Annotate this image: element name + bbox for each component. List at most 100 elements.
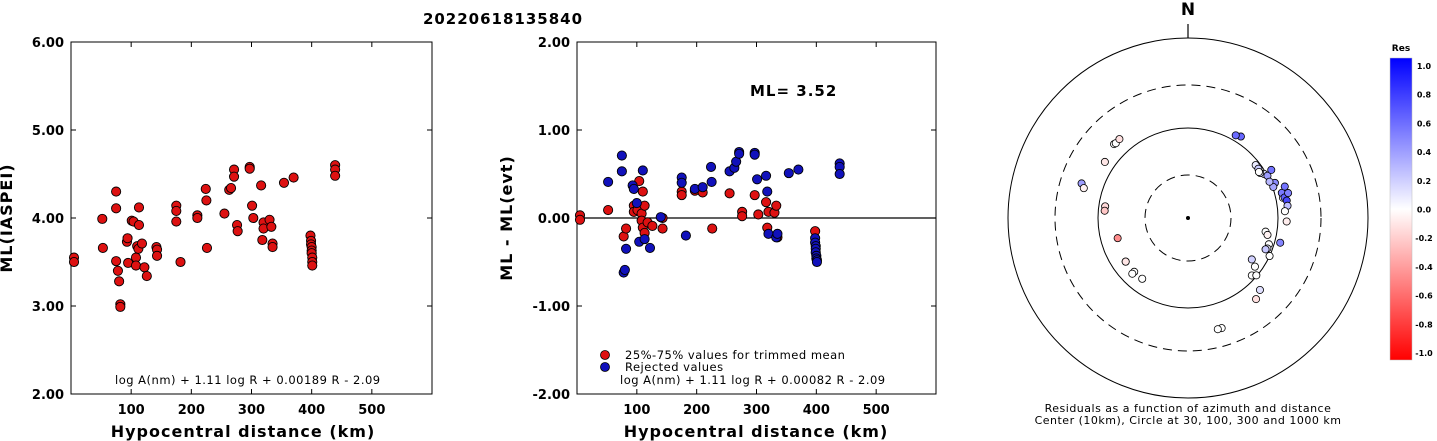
data-point bbox=[200, 183, 211, 195]
residual-point bbox=[1254, 167, 1263, 176]
caption-line-2: Center (10km), Circle at 30, 100, 300 an… bbox=[1035, 414, 1342, 427]
data-point bbox=[288, 172, 299, 183]
colorbar-tick-label: 1.0 bbox=[1417, 62, 1432, 71]
residual-point bbox=[1252, 271, 1261, 280]
data-point bbox=[225, 183, 237, 194]
x-tick-label: 400 bbox=[298, 403, 325, 418]
x-axis-label: Hypocentral distance (km) bbox=[111, 422, 376, 441]
y-tick-label: -2.00 bbox=[533, 388, 570, 403]
colorbar-tick-label: -0.2 bbox=[1415, 234, 1433, 243]
y-tick-label: -1.00 bbox=[533, 300, 570, 315]
formula-annotation: log A(nm) + 1.11 log R + 0.00082 R - 2.0… bbox=[620, 373, 886, 387]
data-point bbox=[175, 256, 186, 268]
x-tick-label: 500 bbox=[358, 403, 385, 418]
residual-point bbox=[1213, 325, 1222, 334]
residual-vs-distance-panel: -2.00 -1.00 0.00 1.00 2.00 100 200 300 400 500 ML… bbox=[497, 36, 937, 441]
y-axis-label: ML - ML(evt) bbox=[497, 155, 516, 281]
colorbar-title: Res bbox=[1392, 44, 1410, 54]
data-point bbox=[647, 220, 658, 231]
data-point bbox=[266, 221, 277, 232]
data-point bbox=[737, 211, 748, 222]
data-point bbox=[753, 209, 764, 220]
data-point bbox=[793, 164, 804, 175]
residual-point bbox=[1263, 230, 1272, 239]
residual-point bbox=[1113, 234, 1122, 243]
residual-point bbox=[1231, 131, 1240, 140]
data-point bbox=[761, 170, 772, 181]
y-tick-label: 1.00 bbox=[538, 124, 570, 139]
colorbar-tick-label: 0.4 bbox=[1417, 148, 1432, 157]
data-point bbox=[637, 165, 648, 176]
data-point bbox=[232, 226, 243, 237]
north-label: N bbox=[1181, 0, 1195, 20]
data-point bbox=[247, 200, 258, 211]
x-tick-label: 200 bbox=[683, 403, 710, 418]
data-point bbox=[705, 161, 717, 173]
residual-point bbox=[1128, 269, 1137, 278]
data-point bbox=[136, 238, 148, 249]
data-point bbox=[734, 148, 745, 159]
data-point bbox=[133, 202, 145, 213]
y-axis-label: ML(IASPEI) bbox=[0, 163, 16, 272]
residual-point bbox=[1250, 262, 1259, 271]
residual-point bbox=[1267, 165, 1276, 174]
epicenter-dot bbox=[1186, 216, 1190, 220]
data-point bbox=[111, 203, 122, 214]
data-point bbox=[139, 262, 150, 273]
residual-point bbox=[1138, 274, 1147, 283]
axis-ticks: -2.00 -1.00 0.00 1.00 2.00 100 200 300 400 500 bbox=[533, 36, 936, 418]
data-point bbox=[68, 256, 80, 268]
residual-colorbar: Res 1.0 0.8 0.6 0.4 0.2 0.0 -0.2 -0.4 -0.6 -0.8 -1… bbox=[1389, 44, 1433, 361]
residual-point bbox=[1255, 285, 1264, 294]
data-point bbox=[256, 180, 267, 191]
data-point bbox=[574, 214, 586, 225]
legend-label-trimmed: 25%-75% values for trimmed mean bbox=[625, 348, 845, 362]
data-points bbox=[68, 160, 341, 312]
data-point bbox=[115, 301, 126, 312]
data-point bbox=[680, 230, 691, 241]
data-point bbox=[834, 168, 845, 180]
data-point bbox=[621, 243, 632, 254]
x-tick-label: 100 bbox=[118, 403, 145, 418]
data-point bbox=[749, 149, 760, 160]
colorbar-tick-label: 0.6 bbox=[1417, 119, 1432, 128]
data-point bbox=[706, 176, 717, 187]
data-point bbox=[141, 271, 152, 282]
data-point bbox=[130, 260, 142, 271]
legend-marker-rejected bbox=[600, 362, 610, 372]
data-point bbox=[244, 163, 255, 174]
data-point bbox=[192, 212, 203, 224]
colorbar-tick-label: 0.8 bbox=[1417, 91, 1432, 100]
residual-point bbox=[1100, 157, 1109, 166]
y-tick-label: 0.00 bbox=[538, 212, 570, 227]
data-point bbox=[621, 223, 632, 234]
colorbar-tick-label: -0.4 bbox=[1415, 263, 1433, 272]
azimuth-residual-map: N Residuals as a function of azimuth and… bbox=[1007, 0, 1369, 427]
data-point bbox=[707, 223, 718, 234]
legend-label-rejected: Rejected values bbox=[625, 360, 724, 374]
data-point bbox=[655, 212, 666, 223]
residual-point bbox=[1276, 238, 1285, 247]
ring-100km bbox=[1097, 127, 1279, 309]
colorbar-tick-label: 0.0 bbox=[1417, 206, 1432, 215]
data-point bbox=[772, 228, 783, 239]
data-point bbox=[219, 208, 230, 219]
event-id-title: 20220618135840 bbox=[423, 10, 583, 28]
data-point bbox=[761, 197, 772, 208]
data-point bbox=[151, 250, 163, 261]
caption-line-1: Residuals as a function of azimuth and d… bbox=[1045, 402, 1332, 415]
y-tick-label: 2.00 bbox=[32, 388, 64, 403]
data-point bbox=[257, 234, 268, 246]
data-point bbox=[278, 177, 290, 188]
data-point bbox=[248, 212, 259, 224]
residual-point bbox=[1247, 255, 1256, 264]
data-point bbox=[811, 256, 822, 268]
data-point bbox=[111, 186, 122, 197]
data-point bbox=[697, 182, 708, 193]
colorbar-gradient bbox=[1389, 57, 1413, 361]
data-point bbox=[676, 190, 687, 201]
data-point bbox=[114, 276, 125, 287]
residual-point bbox=[1280, 182, 1289, 191]
formula-annotation: log A(nm) + 1.11 log R + 0.00189 R - 2.0… bbox=[115, 373, 381, 387]
